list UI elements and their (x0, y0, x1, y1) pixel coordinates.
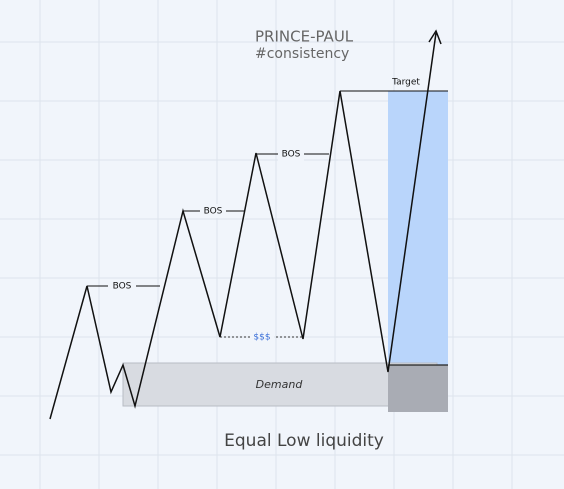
target-label: Target (391, 78, 420, 88)
price-path (49, 32, 437, 420)
demand-label: Demand (256, 378, 304, 391)
demand-zone (122, 362, 438, 407)
label-bg (200, 204, 226, 218)
bos-label: BOS (204, 207, 223, 217)
bos-label: BOS (113, 282, 132, 292)
target-zone (388, 91, 448, 365)
title: PRINCE-PAUL (255, 28, 354, 46)
liquidity-label: $$$ (253, 333, 270, 343)
label-bg (108, 279, 136, 293)
bos-label: BOS (282, 150, 301, 160)
subtitle: #consistency (255, 46, 349, 62)
arrow-head (428, 29, 442, 45)
label-bg (278, 147, 304, 161)
caption: Equal Low liquidity (224, 431, 384, 451)
entry-zone (388, 365, 448, 412)
label-bg (250, 330, 274, 344)
